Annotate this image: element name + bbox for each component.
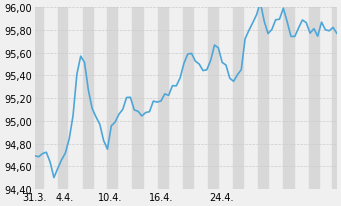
Bar <box>132 8 143 189</box>
Bar <box>35 8 43 189</box>
Bar <box>183 8 193 189</box>
Bar <box>208 8 218 189</box>
Bar <box>233 8 243 189</box>
Bar <box>107 8 117 189</box>
Bar <box>83 8 93 189</box>
Bar <box>158 8 168 189</box>
Bar <box>283 8 294 189</box>
Bar <box>58 8 67 189</box>
Bar <box>332 8 341 189</box>
Bar <box>309 8 319 189</box>
Bar <box>258 8 268 189</box>
